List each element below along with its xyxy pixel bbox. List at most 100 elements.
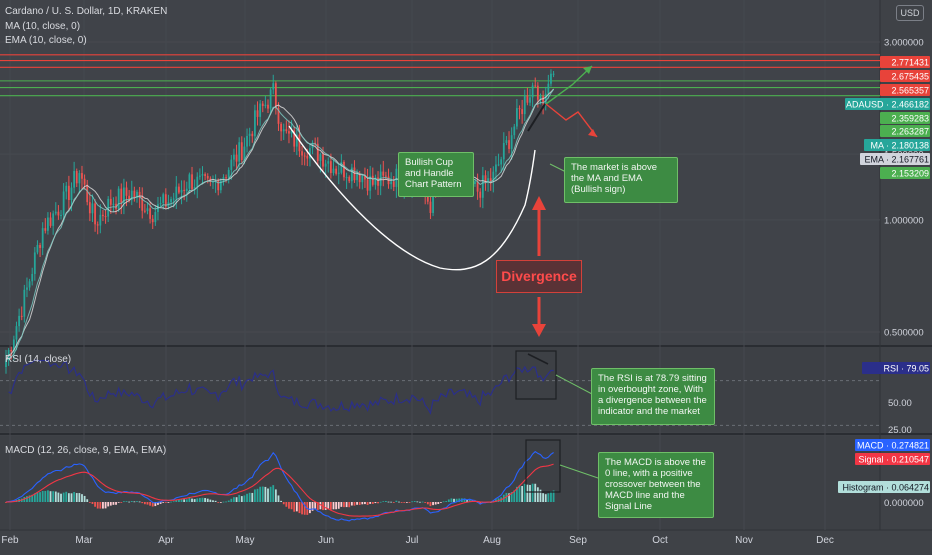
candle-body: [238, 142, 241, 162]
candle-body: [86, 184, 89, 203]
level-price-tag: 2.771431: [891, 58, 929, 68]
candle-body: [269, 89, 272, 109]
candle-body: [41, 228, 44, 248]
macd-histogram-bar: [413, 501, 416, 502]
ma-value-tag: MA · 2.180138: [870, 141, 929, 151]
candle-body: [542, 96, 544, 104]
macd-indicator-label[interactable]: MACD (12, 26, close, 9, EMA, EMA): [5, 445, 167, 456]
macd-histogram-bar: [356, 502, 358, 505]
rsi-indicator-label[interactable]: RSI (14, close): [5, 354, 72, 365]
candle-body: [18, 315, 20, 327]
candle-body: [162, 194, 165, 204]
macd-histogram-bar: [405, 502, 408, 503]
candle-body: [497, 164, 500, 166]
candle-body: [88, 202, 91, 214]
macd-histogram-bar: [78, 493, 81, 502]
candle-body: [49, 217, 52, 226]
macd-histogram-bar: [175, 499, 178, 502]
macd-histogram-bar: [96, 502, 99, 509]
candle-body: [282, 129, 285, 132]
last-price-tag: ADAUSD · 2.466182: [846, 100, 929, 110]
divergence-label[interactable]: Divergence: [496, 260, 582, 293]
macd-histogram-bar: [513, 490, 516, 502]
candle-body: [518, 108, 521, 110]
time-tick-label: Mar: [75, 535, 93, 546]
candle-body: [529, 97, 531, 103]
signal-line: [5, 463, 554, 517]
candle-body: [219, 180, 222, 191]
macd-histogram-bar: [225, 501, 227, 503]
currency-button[interactable]: USD: [896, 5, 924, 21]
candle-body: [96, 224, 99, 226]
candle-body: [293, 130, 296, 147]
rsi-pane[interactable]: [0, 347, 880, 432]
macd-histogram-bar: [411, 501, 413, 503]
macd-histogram-bar: [62, 492, 65, 502]
macd-histogram-bar: [547, 493, 550, 502]
level-price-tag: 2.153209: [891, 169, 929, 179]
macd-histogram-bar: [272, 485, 275, 502]
macd-histogram-bar: [366, 502, 369, 506]
candle-body: [141, 196, 144, 211]
candle-body: [185, 188, 188, 191]
price-tick-label: 1.000000: [884, 215, 924, 226]
macd-histogram-bar: [230, 498, 233, 502]
macd-histogram-bar: [120, 502, 123, 503]
level-price-tag-bg: [880, 112, 930, 124]
macd-histogram-bar: [267, 488, 269, 502]
candle-body: [481, 175, 484, 198]
macd-histogram-bar: [162, 502, 165, 503]
bearish-projection-arrow: [545, 103, 598, 138]
candle-body: [345, 177, 348, 179]
time-tick-label: Apr: [158, 535, 174, 546]
macd-histogram-bar: [183, 499, 186, 502]
macd-histogram-bar: [115, 502, 117, 505]
bullish-projection-arrow: [545, 65, 593, 105]
candle-body: [204, 174, 207, 177]
macd-histogram-bar: [251, 492, 254, 502]
candle-body: [109, 198, 112, 205]
macd-histogram-bar: [191, 498, 193, 502]
macd-histogram-bar: [83, 495, 86, 502]
macd-histogram-bar: [235, 497, 238, 502]
macd-histogram-bar: [288, 502, 290, 509]
cup-handle-note[interactable]: Bullish Cup and Handle Chart Pattern: [398, 152, 474, 197]
macd-pane[interactable]: [0, 436, 880, 529]
ema-indicator-label[interactable]: EMA (10, close, 0): [5, 35, 87, 46]
macd-histogram-bar: [31, 494, 34, 502]
candle-body: [133, 190, 136, 198]
macd-histogram-bar: [254, 489, 256, 502]
macd-histogram-bar: [348, 502, 351, 508]
candle-body: [243, 146, 246, 161]
candle-body: [240, 142, 243, 161]
candle-body: [170, 199, 172, 203]
macd-histogram-bar: [261, 486, 264, 502]
time-tick-label: Jun: [318, 535, 334, 546]
macd-histogram-bar: [295, 502, 298, 512]
macd-histogram-bar: [400, 502, 403, 503]
above-ma-note[interactable]: The market is above the MA and EMA (Bull…: [564, 157, 678, 203]
macd-histogram-bar: [67, 493, 70, 502]
candle-body: [149, 208, 151, 219]
macd-histogram-bar: [143, 502, 146, 505]
macd-histogram-bar: [214, 500, 217, 502]
ma-indicator-label[interactable]: MA (10, close, 0): [5, 21, 81, 32]
macd-histogram-bar: [387, 501, 390, 503]
candle-body: [322, 154, 324, 167]
macd-histogram-bar: [424, 502, 427, 503]
macd-histogram-bar: [94, 502, 96, 507]
macd-note[interactable]: The MACD is above the 0 line, with a pos…: [598, 452, 714, 518]
candle-body: [44, 228, 47, 231]
candle-body: [26, 287, 28, 290]
macd-histogram-bar: [117, 502, 120, 503]
candle-body: [123, 187, 125, 204]
macd-histogram-bar: [240, 496, 243, 502]
macd-histogram-bar: [361, 502, 364, 505]
macd-histogram-bar: [277, 495, 280, 502]
rsi-tick-label: 25.00: [888, 425, 912, 436]
rsi-note[interactable]: The RSI is at 78.79 sitting in overbough…: [591, 368, 715, 425]
macd-histogram-bar: [377, 502, 379, 504]
candle-body: [489, 178, 492, 182]
